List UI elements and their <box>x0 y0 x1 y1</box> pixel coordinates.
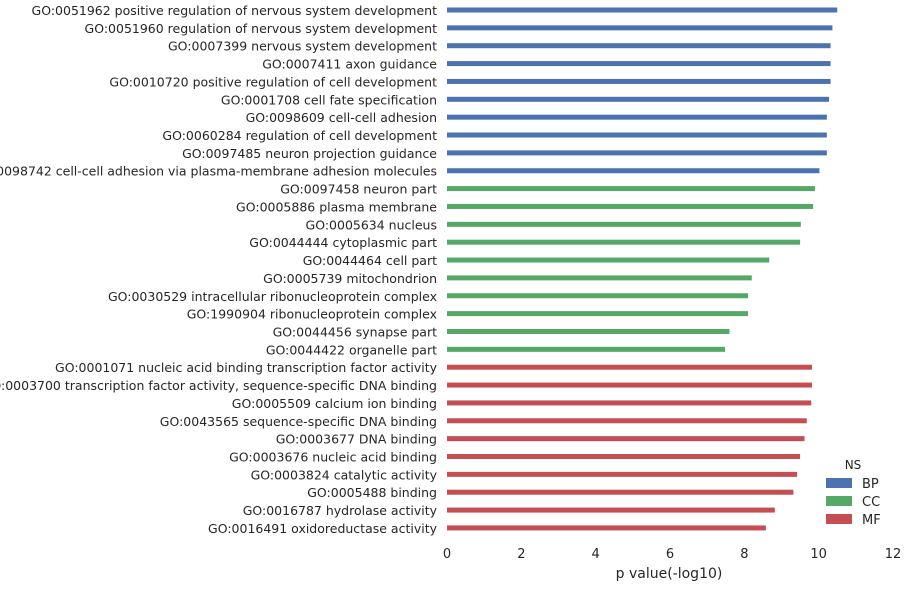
x-tick-label: 6 <box>666 547 674 562</box>
bar <box>447 78 831 84</box>
category-label: GO:0005509 calcium ion binding <box>232 396 437 411</box>
bar <box>447 186 815 192</box>
category-label: GO:0005886 plasma membrane <box>236 199 437 214</box>
legend-title: NS <box>845 458 862 472</box>
bar <box>447 257 770 263</box>
bar <box>447 221 801 227</box>
bar <box>447 61 831 67</box>
category-label: GO:0016787 hydrolase activity <box>243 503 438 518</box>
legend-swatch <box>826 496 852 506</box>
x-axis: 0 2 4 6 8 10 12 <box>443 547 901 562</box>
category-label: GO:0003700 transcription factor activity… <box>0 378 437 393</box>
bar <box>447 507 775 513</box>
bar <box>447 150 827 156</box>
bar <box>447 293 749 299</box>
legend-label: CC <box>862 495 880 510</box>
category-label: GO:0005488 binding <box>307 485 437 500</box>
bar <box>447 418 807 424</box>
category-label: GO:0007411 axon guidance <box>262 57 437 72</box>
category-label: GO:0007399 nervous system development <box>168 39 437 54</box>
bar <box>447 489 794 495</box>
category-labels: GO:0051962 positive regulation of nervou… <box>0 3 438 536</box>
legend-label: BP <box>862 477 879 492</box>
legend-swatch <box>826 478 852 488</box>
category-label: GO:0003677 DNA binding <box>276 432 437 447</box>
bar <box>447 311 749 317</box>
bar <box>447 168 820 174</box>
bar <box>447 203 814 209</box>
bar <box>447 525 766 531</box>
x-tick-label: 10 <box>810 547 827 562</box>
category-label: GO:0097458 neuron part <box>280 182 437 197</box>
bar <box>447 454 801 459</box>
legend: NS BP CC MF <box>826 458 881 528</box>
bar <box>447 25 833 31</box>
bars <box>447 7 838 531</box>
bar <box>447 275 752 281</box>
x-tick-label: 4 <box>592 547 600 562</box>
category-label: GO:0044456 synapse part <box>273 324 437 339</box>
x-tick-label: 0 <box>443 547 451 562</box>
category-label: GO:0098742 cell-cell adhesion via plasma… <box>0 164 437 179</box>
category-label: GO:1990904 ribonucleoprotein complex <box>187 307 437 322</box>
category-label: GO:0005739 mitochondrion <box>263 271 437 286</box>
category-label: GO:0016491 oxidoreductase activity <box>208 521 438 536</box>
legend-label: MF <box>862 513 881 528</box>
bar <box>447 43 831 49</box>
category-label: GO:0098609 cell-cell adhesion <box>246 110 437 125</box>
x-tick-label: 2 <box>517 547 525 562</box>
bar <box>447 132 827 138</box>
category-label: GO:0010720 positive regulation of cell d… <box>109 74 437 89</box>
category-label: GO:0043565 sequence-specific DNA binding <box>160 414 437 429</box>
category-label: GO:0001708 cell fate specification <box>221 92 437 107</box>
category-label: GO:0044464 cell part <box>303 253 437 268</box>
bar <box>447 436 805 442</box>
x-axis-label: p value(-log10) <box>616 566 723 582</box>
category-label: GO:0044444 cytoplasmic part <box>249 235 437 250</box>
category-label: GO:0051962 positive regulation of nervou… <box>32 3 438 18</box>
bar <box>447 114 827 120</box>
bar <box>447 346 726 352</box>
category-label: GO:0051960 regulation of nervous system … <box>85 21 438 36</box>
bar <box>447 471 798 477</box>
category-label: GO:0005634 nucleus <box>306 217 437 232</box>
bar <box>447 7 838 13</box>
category-label: GO:0003676 nucleic acid binding <box>229 450 437 465</box>
x-tick-label: 12 <box>885 547 902 562</box>
bar <box>447 364 812 370</box>
bar <box>447 96 830 102</box>
category-label: GO:0060284 regulation of cell developmen… <box>162 128 437 143</box>
x-tick-label: 8 <box>740 547 748 562</box>
legend-swatch <box>826 514 852 524</box>
bar <box>447 382 812 388</box>
bar <box>447 328 730 334</box>
category-label: GO:0030529 intracellular ribonucleoprote… <box>108 289 437 304</box>
category-label: GO:0001071 nucleic acid binding transcri… <box>55 360 438 375</box>
bar <box>447 400 812 406</box>
bar <box>447 239 801 245</box>
category-label: GO:0097485 neuron projection guidance <box>182 146 437 161</box>
category-label: GO:0044422 organelle part <box>266 342 437 357</box>
category-label: GO:0003824 catalytic activity <box>251 467 438 482</box>
